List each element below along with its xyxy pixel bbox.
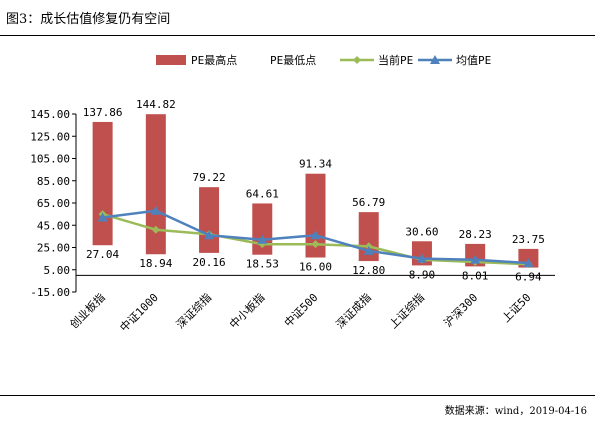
y-tick-label: 65.00	[37, 197, 70, 210]
legend-label-current-pe: 当前PE	[378, 53, 413, 67]
pe-high-label: 144.82	[136, 98, 176, 111]
y-tick-label: -15.00	[30, 286, 70, 299]
legend-swatch-pe-high	[156, 55, 186, 65]
y-tick-label: 125.00	[30, 130, 70, 143]
pe-range-bar	[92, 121, 113, 246]
pe-high-label: 56.79	[352, 196, 385, 209]
legend-marker-average-pe	[430, 55, 440, 64]
pe-high-label: 64.61	[246, 187, 279, 200]
y-tick-label: 5.00	[44, 264, 71, 277]
data-labels: 137.86 27.04 144.82 18.94 79.22 20.16 64.61 18.…	[83, 98, 545, 283]
chart: PE最高点 PE最低点 当前PE 均值PE 145.00 125.00 105.00 85.…	[30, 53, 555, 334]
y-tick-label: 105.00	[30, 153, 70, 166]
average-pe-point	[257, 234, 268, 244]
pe-low-label: 8.01	[462, 269, 489, 282]
y-tick-label: 25.00	[37, 242, 70, 255]
pe-high-label: 91.34	[299, 158, 332, 171]
pe-high-label: 30.60	[405, 225, 438, 238]
pe-low-label: 6.94	[515, 271, 542, 284]
pe-low-label: 16.00	[299, 261, 332, 274]
pe-high-label: 79.22	[192, 171, 225, 184]
category-label: 中证1000	[117, 291, 160, 334]
pe-low-label: 20.16	[192, 256, 225, 269]
legend: PE最高点 PE最低点 当前PE 均值PE	[156, 53, 491, 67]
category-label: 上证50	[499, 291, 533, 325]
pe-high-label: 23.75	[512, 233, 545, 246]
pe-low-label: 18.53	[246, 258, 279, 271]
source-note: 数据来源：wind，2019-04-16	[444, 406, 587, 417]
pe-low-label: 27.04	[86, 248, 119, 261]
y-tick-label: 145.00	[30, 108, 70, 121]
average-pe-point	[363, 245, 374, 255]
pe-range-bar	[252, 203, 273, 255]
category-label: 沪深300	[441, 290, 481, 330]
legend-marker-current-pe	[353, 56, 361, 64]
bottom-rule	[0, 395, 595, 396]
top-rule	[0, 35, 595, 36]
current-pe-point	[311, 240, 320, 249]
current-pe-point	[151, 225, 160, 234]
pe-low-label: 12.80	[352, 264, 385, 277]
category-label: 中证500	[282, 291, 321, 330]
average-pe-point	[310, 230, 321, 240]
category-label: 创业板指	[67, 290, 108, 331]
y-tick-label: 45.00	[37, 219, 70, 232]
average-pe-point	[204, 230, 215, 240]
pe-low-label: 18.94	[139, 257, 172, 270]
average-pe-point	[150, 205, 161, 215]
pe-high-label: 137.86	[83, 106, 123, 119]
average-pe-point	[523, 258, 534, 268]
category-label: 中小板指	[226, 290, 267, 331]
average-pe-point	[470, 254, 481, 264]
legend-label-average-pe: 均值PE	[456, 54, 491, 67]
category-label: 深证综指	[173, 290, 214, 331]
legend-label-pe-high: PE最高点	[191, 53, 237, 67]
x-axis: 创业板指 中证1000 深证综指 中小板指 中证500 深证成指 上证综指 沪深300 上证50	[67, 274, 555, 334]
y-axis: 145.00 125.00 105.00 85.00 65.00 45.00 25.00 5.…	[30, 108, 77, 299]
pe-range-bar	[199, 187, 220, 253]
average-pe-point	[97, 212, 108, 222]
y-tick-label: 85.00	[37, 175, 70, 188]
figure-title: 图3：成长估值修复仍有空间	[6, 12, 171, 27]
average-pe-point	[416, 253, 427, 263]
pe-range-bar	[145, 114, 166, 255]
category-label: 深证成指	[333, 290, 374, 331]
pe-high-label: 28.23	[459, 228, 492, 241]
legend-label-pe-low: PE最低点	[270, 54, 316, 67]
pe-lines	[97, 205, 534, 269]
category-label: 上证综指	[386, 290, 427, 331]
